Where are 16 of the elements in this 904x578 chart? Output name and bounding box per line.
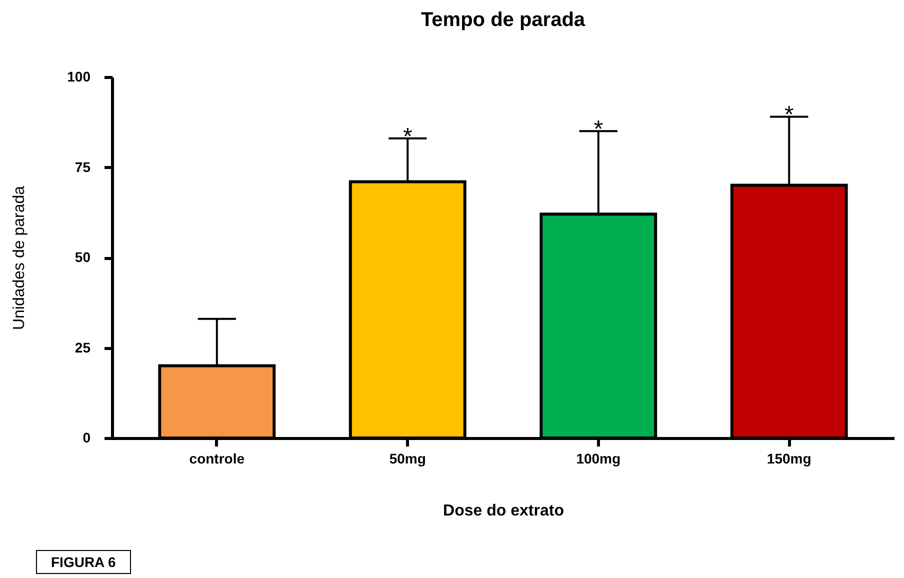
y-tick-label: 100 [67,68,91,84]
y-tick-label: 50 [74,249,91,265]
x-tick-label: 50mg [389,450,426,466]
chart-title: Tempo de parada [420,9,586,31]
x-tick-label: 150mg [766,450,812,466]
x-tick-label: controle [189,450,245,466]
text: FIGURA 6 [36,550,131,574]
data-label: * [594,116,604,144]
data-label: * [402,123,412,150]
x-axis-title: Dose do extrato [443,502,564,520]
y-tick-label: 75 [74,158,91,175]
y-tick-label: 0 [82,430,91,446]
y-axis-title: Unidades de parada [11,186,28,330]
data-label: * [784,102,794,129]
x-tick-label: 100mg [576,450,621,466]
y-tick-label: 25 [74,339,91,356]
